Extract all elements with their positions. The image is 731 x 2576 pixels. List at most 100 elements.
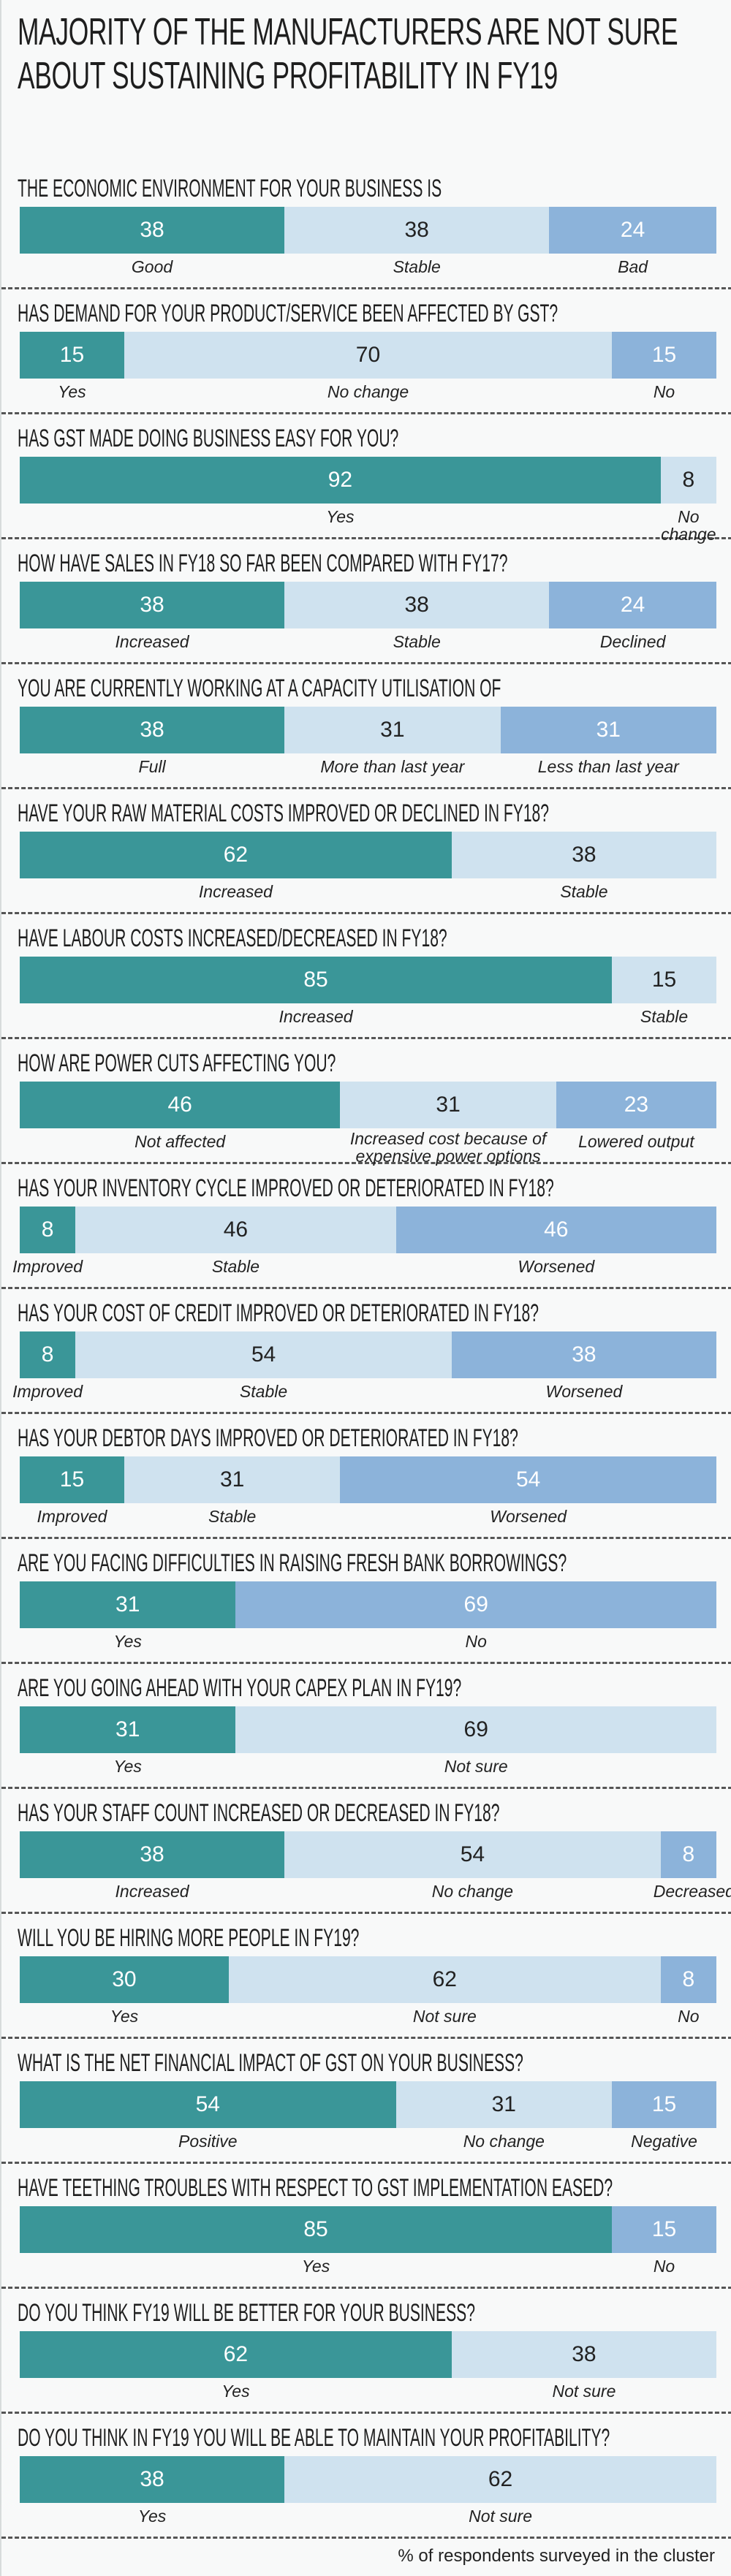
value-label: 31	[115, 1717, 140, 1741]
bar-segment: 46	[75, 1207, 396, 1253]
bar-segment: 15	[20, 332, 124, 379]
value-label: 15	[651, 2217, 677, 2241]
value-label: 54	[515, 1467, 541, 1492]
bar-segment: 85	[20, 957, 613, 1003]
bar-segment: 15	[612, 332, 716, 379]
bar-segment: 8	[20, 1331, 76, 1378]
value-label: 54	[460, 1842, 485, 1866]
question-block: WILL YOU BE HIRING MORE PEOPLE IN FY19? 3…	[1, 1914, 731, 2039]
value-label: 15	[651, 968, 677, 992]
bar-segment: 38	[284, 582, 550, 628]
category-label: No change	[661, 507, 716, 544]
value-label: 70	[355, 343, 381, 367]
category-label: Full	[138, 757, 166, 776]
bar: 46 31 23	[20, 1082, 716, 1128]
bar-segment: 8	[660, 1831, 716, 1878]
value-label: 62	[432, 1967, 457, 1991]
value-label: 85	[303, 968, 328, 992]
bar-segment: 30	[20, 1956, 229, 2003]
bar: 38 31 31	[20, 707, 716, 753]
question-block: HAVE YOUR RAW MATERIAL COSTS IMPROVED OR…	[1, 789, 731, 914]
value-label: 15	[651, 343, 677, 367]
question: ARE YOU GOING AHEAD WITH YOUR CAPEX PLAN…	[18, 1674, 462, 1702]
value-label: 31	[115, 1592, 140, 1616]
category-label: Yes	[113, 1632, 142, 1651]
value-label: 38	[140, 593, 164, 617]
bar-segment: 46	[20, 1082, 341, 1128]
bar-segment: 62	[284, 2456, 716, 2503]
question: HOW ARE POWER CUTS AFFECTING YOU?	[18, 1049, 336, 1077]
value-label: 8	[41, 1217, 54, 1242]
value-label: 15	[59, 1467, 85, 1492]
question-block: HAS YOUR DEBTOR DAYS IMPROVED OR DETERIO…	[1, 1414, 731, 1539]
bar: 38 38 24	[20, 207, 716, 254]
category-label: Yes	[221, 2382, 250, 2401]
category-label: Yes	[326, 507, 355, 526]
category-label: Stable	[640, 1007, 689, 1026]
category-label: Negative	[631, 2132, 697, 2151]
question: HAS YOUR STAFF COUNT INCREASED OR DECREA…	[18, 1799, 500, 1827]
value-label: 38	[404, 218, 429, 242]
value-label: 69	[463, 1592, 488, 1616]
title: MAJORITY OF THE MANUFACTURERS ARE NOT SU…	[18, 11, 678, 97]
value-label: 8	[682, 1842, 695, 1866]
bar: 15 70 15	[20, 332, 716, 379]
category-label: Increased	[279, 1007, 353, 1026]
bar-segment: 8	[660, 457, 716, 504]
category-label: Yes	[58, 382, 86, 401]
bar-segment: 38	[20, 2456, 285, 2503]
bar-segment: 31	[20, 1706, 236, 1753]
category-label: Decreased	[653, 1882, 731, 1901]
bar: 92 8	[20, 457, 716, 504]
value-label: 54	[195, 2092, 220, 2116]
bar-segment: 31	[124, 1456, 341, 1503]
question-block: HAVE TEETHING TROUBLES WITH RESPECT TO G…	[1, 2164, 731, 2289]
bar-segment: 15	[612, 2081, 716, 2128]
bar: 8 46 46	[20, 1207, 716, 1253]
bar-segment: 69	[235, 1706, 716, 1753]
bar-segment: 69	[235, 1581, 716, 1628]
value-label: 69	[463, 1717, 488, 1741]
category-label: No change	[327, 382, 409, 401]
category-label: Worsened	[545, 1382, 623, 1401]
category-label: Stable	[208, 1507, 257, 1526]
question: ARE YOU FACING DIFFICULTIES IN RAISING F…	[18, 1549, 567, 1577]
bar-segment: 70	[124, 332, 613, 379]
bar-segment: 8	[20, 1207, 76, 1253]
category-label: Improved	[12, 1382, 83, 1401]
value-label: 15	[651, 2092, 677, 2116]
value-label: 8	[682, 468, 695, 492]
bar: 62 38	[20, 2331, 716, 2378]
category-label: No change	[463, 2132, 545, 2151]
question: HAS YOUR COST OF CREDIT IMPROVED OR DETE…	[18, 1299, 539, 1327]
bar: 15 31 54	[20, 1456, 716, 1503]
bar: 38 54 8	[20, 1831, 716, 1878]
category-label: No	[678, 2007, 700, 2026]
value-label: 38	[404, 593, 429, 617]
bar-segment: 24	[549, 207, 716, 254]
category-label: Improved	[12, 1257, 83, 1276]
question-block: HAS YOUR COST OF CREDIT IMPROVED OR DETE…	[1, 1289, 731, 1414]
question: DO YOU THINK FY19 WILL BE BETTER FOR YOU…	[18, 2299, 475, 2327]
value-label: 8	[682, 1967, 695, 1991]
bar: 30 62 8	[20, 1956, 716, 2003]
question: HOW HAVE SALES IN FY18 SO FAR BEEN COMPA…	[18, 550, 508, 577]
category-label: No	[653, 2257, 675, 2276]
category-label: Positive	[178, 2132, 238, 2151]
question-block: HAVE LABOUR COSTS INCREASED/DECREASED IN…	[1, 914, 731, 1039]
bar: 62 38	[20, 832, 716, 878]
bar-segment: 38	[20, 207, 285, 254]
value-label: 38	[140, 718, 164, 742]
question: WHAT IS THE NET FINANCIAL IMPACT OF GST …	[18, 2049, 523, 2077]
category-label: Bad	[618, 257, 648, 276]
category-label: Not sure	[412, 2007, 477, 2026]
category-label: Increased	[198, 882, 273, 901]
category-label: Yes	[301, 2257, 330, 2276]
value-label: 38	[140, 2467, 164, 2491]
bar: 54 31 15	[20, 2081, 716, 2128]
bar-segment: 38	[20, 582, 285, 628]
bar-segment: 8	[660, 1956, 716, 2003]
category-label: No change	[431, 1882, 514, 1901]
category-label: Stable	[560, 882, 608, 901]
